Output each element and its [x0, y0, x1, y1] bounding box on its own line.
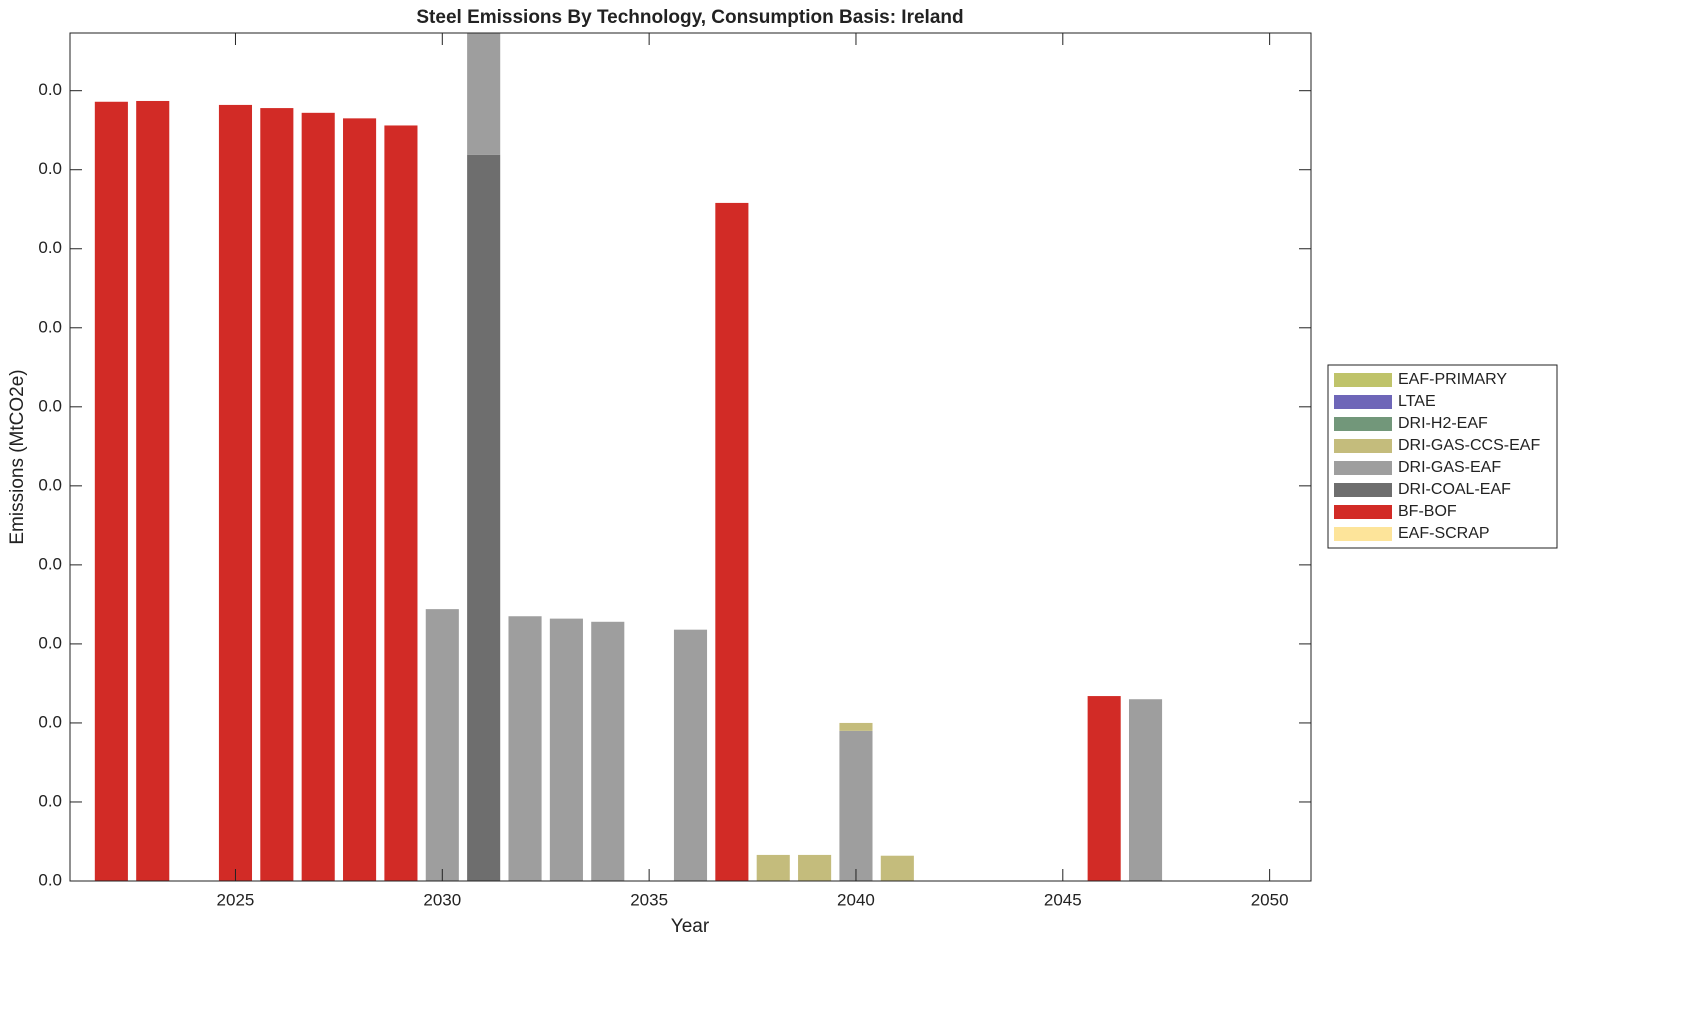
bar-segment — [673, 629, 708, 881]
legend-swatch — [1334, 439, 1392, 453]
bar-segment — [1128, 699, 1163, 881]
legend — [1327, 364, 1558, 549]
y-axis-label: Emissions (MtCO2e) — [7, 369, 28, 544]
legend-swatch — [1334, 461, 1392, 475]
x-tick-label: 2030 — [423, 890, 461, 909]
bar-segment — [94, 101, 128, 881]
bar-segment — [425, 609, 459, 881]
bar-segment — [260, 108, 294, 881]
y-tick-label: 0.0 — [38, 554, 62, 573]
legend-swatch — [1334, 395, 1392, 409]
y-tick-label: 0.0 — [38, 633, 62, 652]
y-tick-label: 0.0 — [38, 317, 62, 336]
bar-segment — [218, 104, 253, 881]
y-tick-label: 0.0 — [38, 870, 62, 889]
y-tick-label: 0.0 — [38, 712, 62, 731]
x-axis-label: Year — [671, 916, 710, 937]
y-tick-label: 0.0 — [38, 238, 62, 257]
legend-label: EAF-SCRAP — [1398, 525, 1490, 542]
bar-segment — [880, 855, 914, 881]
bar-segment — [1087, 696, 1121, 881]
x-tick-label: 2045 — [1044, 890, 1082, 909]
bars — [94, 33, 1163, 881]
bar-segment — [384, 125, 418, 881]
bar-segment — [798, 854, 832, 881]
y-tick-label: 0.0 — [38, 396, 62, 415]
bar-segment — [467, 154, 501, 881]
legend-label: DRI-GAS-CCS-EAF — [1398, 437, 1540, 454]
y-tick-label: 0.0 — [38, 475, 62, 494]
y-tick-label: 0.0 — [38, 159, 62, 178]
legend-label: LTAE — [1398, 393, 1436, 410]
legend-label: DRI-H2-EAF — [1398, 415, 1488, 432]
legend-swatch — [1334, 527, 1392, 541]
legend-swatch — [1334, 417, 1392, 431]
bar-segment — [343, 118, 377, 881]
chart-title: Steel Emissions By Technology, Consumpti… — [416, 7, 963, 28]
x-tick-label: 2025 — [217, 890, 255, 909]
legend-swatch — [1334, 505, 1392, 519]
bar-segment — [591, 621, 625, 881]
legend-swatch — [1334, 483, 1392, 497]
bar-segment — [467, 33, 501, 155]
bar-segment — [756, 854, 790, 881]
bar-segment — [715, 202, 749, 881]
bar-segment — [839, 722, 873, 731]
x-tick-label: 2050 — [1251, 890, 1289, 909]
legend-label: DRI-COAL-EAF — [1398, 481, 1511, 498]
legend-label: DRI-GAS-EAF — [1398, 459, 1501, 476]
bar-segment — [508, 616, 542, 881]
y-tick-label: 0.0 — [38, 791, 62, 810]
bar-segment — [136, 100, 170, 881]
bar-segment — [301, 112, 335, 881]
legend-swatch — [1334, 373, 1392, 387]
legend-label: EAF-PRIMARY — [1398, 371, 1507, 388]
y-tick-label: 0.0 — [38, 80, 62, 99]
bar-segment — [839, 730, 873, 881]
x-tick-label: 2035 — [630, 890, 668, 909]
x-tick-label: 2040 — [837, 890, 875, 909]
legend-label: BF-BOF — [1398, 503, 1457, 520]
bar-segment — [549, 618, 583, 881]
plot-frame — [69, 32, 1312, 882]
